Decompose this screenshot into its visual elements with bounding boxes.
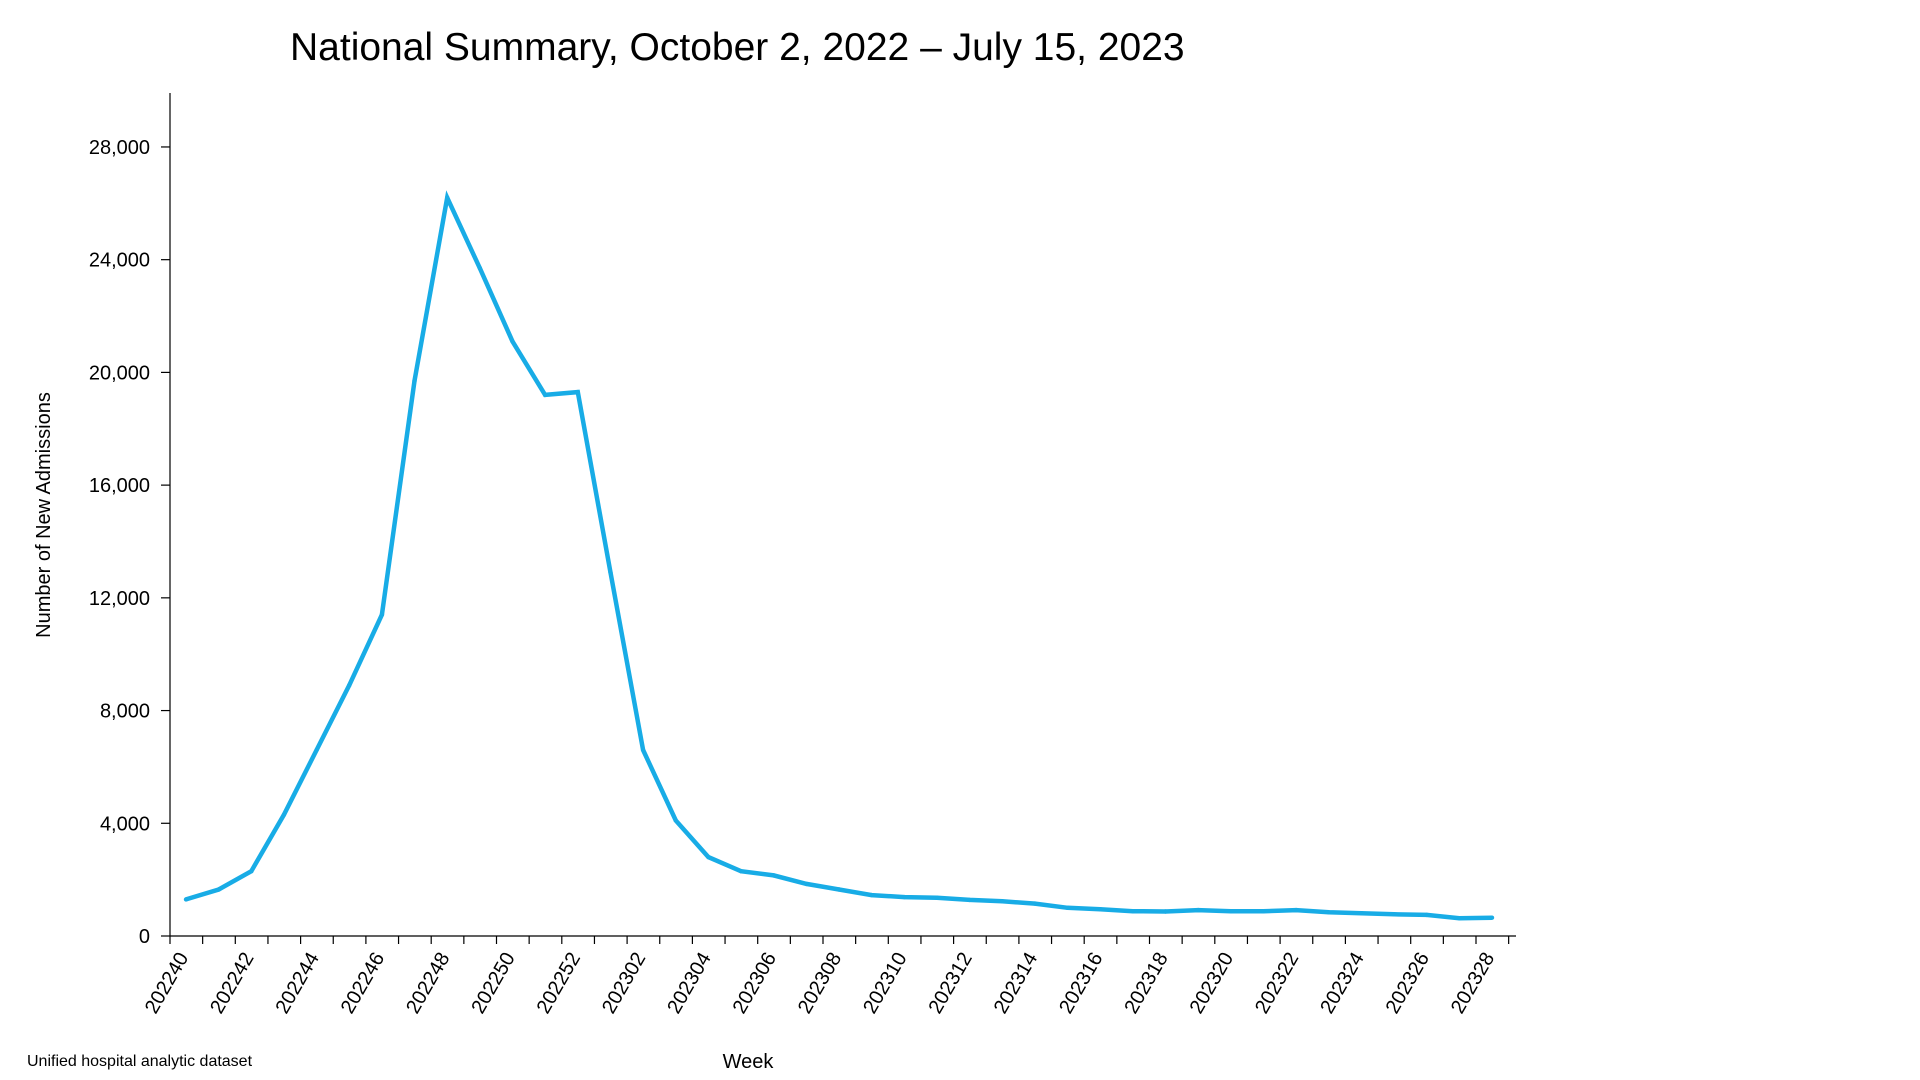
data-point: [869, 892, 874, 898]
data-point: [608, 570, 613, 575]
x-tick-label: 202310: [859, 949, 911, 1018]
source-note: Unified hospital analytic dataset: [27, 1053, 253, 1070]
data-point: [902, 894, 907, 900]
data-point: [1032, 901, 1038, 906]
x-tick-label: 202242: [206, 949, 258, 1018]
x-tick-label: 202324: [1316, 949, 1368, 1018]
y-axis-label: Number of New Admissions: [33, 392, 55, 638]
y-tick-label: 16,000: [89, 475, 150, 497]
data-point: [1391, 912, 1397, 917]
data-point: [575, 389, 580, 395]
x-tick-label: 202326: [1382, 949, 1434, 1018]
data-point: [1261, 909, 1266, 914]
data-point: [314, 747, 319, 753]
series-layer: [183, 190, 1495, 921]
data-point: [640, 747, 646, 753]
x-tick-label: 202244: [272, 949, 324, 1018]
x-tick-label: 202318: [1120, 949, 1172, 1018]
data-point: [1457, 916, 1462, 921]
data-point: [347, 683, 352, 688]
data-point: [1163, 909, 1168, 914]
data-point: [738, 869, 744, 874]
data-point: [1489, 915, 1495, 920]
data-point: [477, 265, 482, 271]
x-tick-label: 202250: [467, 949, 519, 1018]
x-axis: 202240 202242 202244 202246 202248 202250 2022…: [141, 935, 1516, 1018]
data-point: [445, 195, 450, 200]
data-point: [1065, 905, 1070, 910]
x-tick-label: 202312: [925, 949, 977, 1018]
data-point: [216, 887, 221, 892]
data-point: [934, 895, 940, 900]
data-point: [542, 392, 548, 398]
x-tick-label: 202240: [141, 949, 193, 1018]
x-tick-label: 202320: [1186, 949, 1238, 1018]
x-tick-label: 202308: [794, 949, 846, 1018]
data-point: [1196, 907, 1201, 913]
x-tick-label: 202248: [402, 949, 454, 1018]
x-tick-label: 202304: [663, 949, 715, 1018]
data-point: [379, 612, 385, 617]
data-point: [1000, 899, 1005, 904]
y-tick-label: 20,000: [89, 362, 150, 384]
x-axis-label: Week: [723, 1051, 775, 1073]
data-point: [183, 897, 189, 902]
data-point: [1326, 910, 1332, 915]
data-point: [706, 854, 711, 860]
data-point: [967, 897, 972, 903]
data-point: [1293, 907, 1299, 913]
y-tick-label: 12,000: [89, 588, 150, 610]
y-tick-label: 28,000: [89, 137, 150, 159]
x-tick-label: 202322: [1251, 949, 1303, 1018]
y-tick-label: 0: [139, 926, 150, 948]
data-point: [1098, 907, 1103, 912]
x-tick-label: 202314: [990, 949, 1042, 1018]
data-point: [281, 812, 287, 817]
data-point: [673, 818, 678, 823]
x-tick-label: 202302: [598, 949, 650, 1018]
x-tick-label: 202316: [1055, 949, 1107, 1018]
y-tick-label: 4,000: [100, 813, 150, 835]
data-point: [1359, 911, 1364, 916]
y-axis: 0 4,000 8,000 12,000 16,000 20,000 24,000 28,00…: [89, 93, 171, 948]
data-point: [836, 887, 842, 892]
data-point: [1424, 912, 1429, 918]
data-point: [510, 339, 515, 344]
data-point: [1130, 909, 1136, 914]
y-tick-label: 8,000: [100, 701, 150, 723]
x-tick-label: 202246: [337, 949, 389, 1018]
x-tick-label: 202328: [1447, 949, 1499, 1018]
data-point: [1228, 909, 1234, 914]
x-tick-label: 202252: [533, 949, 585, 1018]
data-point: [771, 873, 776, 878]
y-tick-label: 24,000: [89, 250, 150, 272]
data-point: [412, 378, 417, 384]
data-point: [249, 869, 254, 874]
data-point: [804, 881, 809, 887]
x-tick-label: 202306: [729, 949, 781, 1018]
chart-title: National Summary, October 2, 2022 – July…: [290, 26, 1185, 69]
series-line-0: [185, 190, 1493, 921]
